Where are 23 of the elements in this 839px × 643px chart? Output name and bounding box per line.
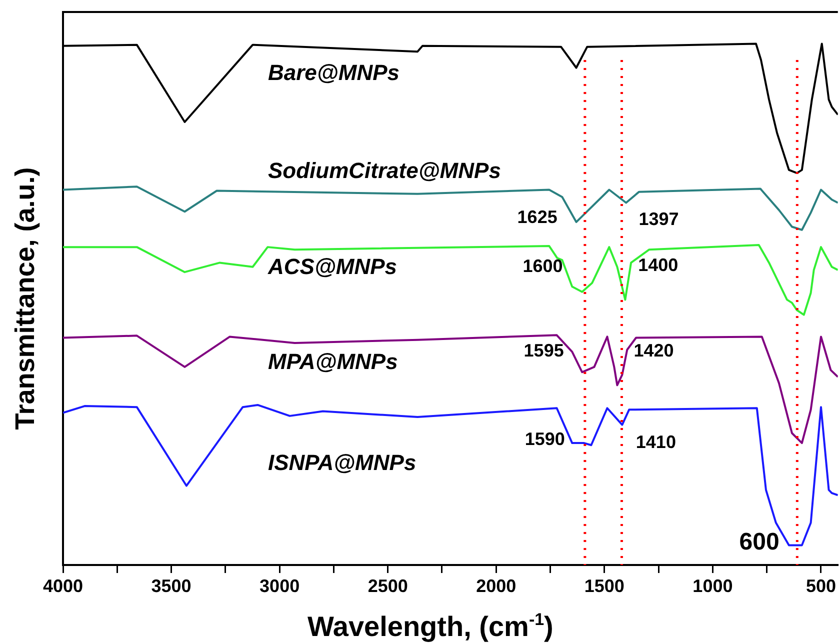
x-tick-label: 3000 [260, 576, 300, 596]
annotation: 1590 [524, 428, 565, 449]
series-label: ACS@MNPs [267, 254, 398, 280]
x-tick-label: 2500 [368, 576, 408, 596]
annotation: 1400 [638, 254, 678, 275]
annotation: 1397 [638, 208, 679, 229]
y-axis-title: Transmittance, (a.u.) [10, 167, 40, 430]
series-label: SodiumCitrate@MNPs [268, 158, 501, 183]
annotation: 1600 [522, 256, 563, 276]
x-tick-label: 4000 [42, 576, 84, 596]
series-label: MPA@MNPs [268, 348, 398, 374]
x-tick-label: 1500 [584, 576, 624, 596]
series-label: ISNPA@MNPs [268, 450, 416, 475]
annotation: 1410 [636, 432, 676, 452]
annotation: 1625 [517, 206, 558, 227]
x-tick-label: 500 [806, 576, 836, 596]
annotation: 1595 [524, 340, 564, 360]
series-label: Bare@MNPs [268, 60, 400, 85]
x-tick-label: 3500 [151, 576, 192, 596]
x-tick-label: 2000 [476, 576, 516, 596]
annotation: 1420 [634, 340, 674, 360]
annotation: 600 [739, 528, 780, 556]
x-tick-label: 1000 [692, 576, 733, 596]
